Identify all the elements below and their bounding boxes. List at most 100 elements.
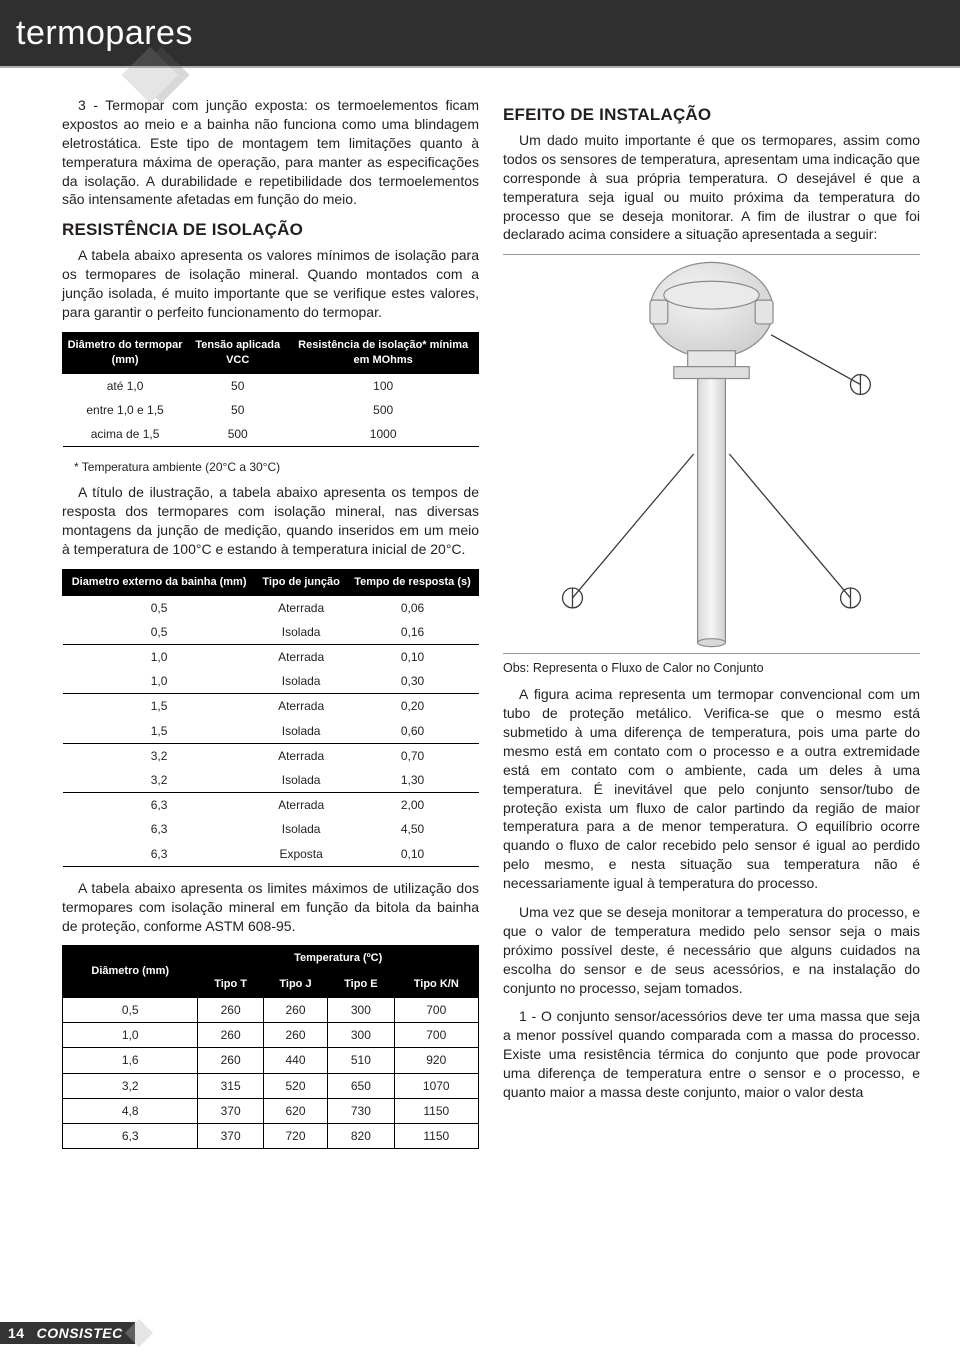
- table-row: 3,2Aterrada0,70: [63, 743, 479, 768]
- cell: 2,00: [347, 793, 479, 818]
- cell: Aterrada: [256, 645, 347, 670]
- cell: 3,2: [63, 768, 256, 793]
- table-row: 3,2Isolada1,30: [63, 768, 479, 793]
- cell: Isolada: [256, 620, 347, 645]
- t3-s3: Tipo K/N: [394, 972, 478, 998]
- p-efeito-intro: Um dado muito importante é que os termop…: [503, 131, 920, 244]
- table-row: 3,23155206501070: [63, 1073, 479, 1098]
- cell: Isolada: [256, 817, 347, 841]
- heading-efeito: Efeito de Instalação: [503, 104, 920, 127]
- t1-h0: Diâmetro do termopar (mm): [63, 332, 188, 373]
- cell: 1,0: [63, 645, 256, 670]
- cell: 260: [198, 1048, 263, 1073]
- footer-brand: CONSISTEC: [37, 1325, 123, 1341]
- cell: 370: [198, 1124, 263, 1149]
- p-table3-intro: A tabela abaixo apresenta os limites máx…: [62, 879, 479, 936]
- cell: 300: [328, 998, 394, 1023]
- cell: 500: [288, 398, 479, 422]
- cell: 260: [263, 1023, 327, 1048]
- table-row: 4,83706207301150: [63, 1098, 479, 1123]
- cell: 4,8: [63, 1098, 198, 1123]
- cell: 1000: [288, 422, 479, 447]
- table-row: 1,0260260300700: [63, 1023, 479, 1048]
- cell: 730: [328, 1098, 394, 1123]
- cell: 650: [328, 1073, 394, 1098]
- page-footer: 14 CONSISTEC: [0, 1319, 960, 1347]
- t2-h1: Tipo de junção: [256, 569, 347, 595]
- table-row: 6,33707208201150: [63, 1124, 479, 1149]
- cell: 50: [188, 373, 288, 398]
- figure-caption: Obs: Representa o Fluxo de Calor no Conj…: [503, 660, 920, 677]
- cell: 0,10: [347, 645, 479, 670]
- cell: 1,0: [63, 669, 256, 694]
- cell: 1,30: [347, 768, 479, 793]
- page-number: 14: [8, 1325, 25, 1341]
- cell: 1150: [394, 1124, 478, 1149]
- table-row: 1,6260440510920: [63, 1048, 479, 1073]
- intro-paragraph: 3 - Termopar com junção exposta: os term…: [62, 96, 479, 209]
- cell: Isolada: [256, 768, 347, 793]
- cell: 3,2: [63, 743, 256, 768]
- cell: 6,3: [63, 1124, 198, 1149]
- right-column: Efeito de Instalação Um dado muito impor…: [503, 96, 920, 1161]
- cell: acima de 1,5: [63, 422, 188, 447]
- cell: 0,60: [347, 719, 479, 744]
- t3-s1: Tipo J: [263, 972, 327, 998]
- cell: Aterrada: [256, 694, 347, 719]
- cell: 1150: [394, 1098, 478, 1123]
- t3-h0: Diâmetro (mm): [63, 946, 198, 998]
- table-row: 1,5Aterrada0,20: [63, 694, 479, 719]
- table-tempo-resposta: Diametro externo da bainha (mm) Tipo de …: [62, 569, 479, 867]
- cell: 0,5: [63, 595, 256, 620]
- header-title: termopares: [16, 14, 193, 53]
- cell: 510: [328, 1048, 394, 1073]
- cell: 820: [328, 1124, 394, 1149]
- p-table2-intro: A título de ilustração, a tabela abaixo …: [62, 483, 479, 559]
- table-resistencia-isolacao: Diâmetro do termopar (mm) Tensão aplicad…: [62, 332, 479, 447]
- cell: 1,6: [63, 1048, 198, 1073]
- t1-h1: Tensão aplicada VCC: [188, 332, 288, 373]
- table-row: 0,5Isolada0,16: [63, 620, 479, 645]
- cell: 0,10: [347, 842, 479, 867]
- cell: 0,5: [63, 620, 256, 645]
- p-cuidados: Uma vez que se deseja monitorar a temper…: [503, 903, 920, 997]
- table-row: 0,5260260300700: [63, 998, 479, 1023]
- cell: 300: [328, 1023, 394, 1048]
- cell: 700: [394, 1023, 478, 1048]
- cell: 50: [188, 398, 288, 422]
- cell: 3,2: [63, 1073, 198, 1098]
- footer-bar: 14 CONSISTEC: [0, 1322, 135, 1344]
- cell: Isolada: [256, 669, 347, 694]
- cell: Isolada: [256, 719, 347, 744]
- cell: 500: [188, 422, 288, 447]
- cell: 260: [198, 998, 263, 1023]
- cell: 1,5: [63, 719, 256, 744]
- t3-span: Temperatura (ºC): [198, 946, 479, 972]
- table-row: 6,3Exposta0,10: [63, 842, 479, 867]
- cell: 1,5: [63, 694, 256, 719]
- cell: entre 1,0 e 1,5: [63, 398, 188, 422]
- cell: 440: [263, 1048, 327, 1073]
- cell: 6,3: [63, 817, 256, 841]
- page-header: termopares: [0, 0, 960, 68]
- cell: 370: [198, 1098, 263, 1123]
- t3-s2: Tipo E: [328, 972, 394, 998]
- cell: 0,06: [347, 595, 479, 620]
- cell: Aterrada: [256, 743, 347, 768]
- thermocouple-svg: [503, 255, 920, 653]
- table-row: 6,3Isolada4,50: [63, 817, 479, 841]
- cell: 260: [198, 1023, 263, 1048]
- footnote-temp-ambiente: * Temperatura ambiente (20°C a 30°C): [62, 459, 479, 475]
- cell: 700: [394, 998, 478, 1023]
- table-row: 6,3Aterrada2,00: [63, 793, 479, 818]
- cell: 0,16: [347, 620, 479, 645]
- cell: 920: [394, 1048, 478, 1073]
- cell: 315: [198, 1073, 263, 1098]
- table-row: 0,5Aterrada0,06: [63, 595, 479, 620]
- cell: até 1,0: [63, 373, 188, 398]
- left-column: 3 - Termopar com junção exposta: os term…: [62, 96, 479, 1161]
- cell: 620: [263, 1098, 327, 1123]
- t2-h0: Diametro externo da bainha (mm): [63, 569, 256, 595]
- p-massa: 1 - O conjunto sensor/acessórios deve te…: [503, 1007, 920, 1101]
- cell: 4,50: [347, 817, 479, 841]
